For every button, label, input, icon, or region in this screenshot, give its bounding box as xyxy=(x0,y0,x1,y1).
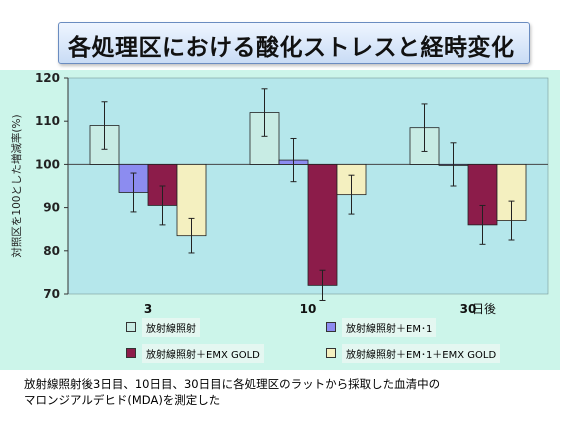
bar-1-0 xyxy=(249,112,280,165)
legend-swatch-2 xyxy=(126,348,136,358)
caption-line-1: 放射線照射後3日目、10日目、30日目に各処理区のラットから採取した血清中の xyxy=(24,377,441,391)
legend-item-0: 放射線照射 xyxy=(126,317,200,337)
legend-label-0: 放射線照射 xyxy=(142,317,200,337)
legend-swatch-1 xyxy=(326,322,336,332)
caption: 放射線照射後3日目、10日目、30日目に各処理区のラットから採取した血清中の マ… xyxy=(24,376,544,408)
bar-1-2 xyxy=(307,164,338,286)
legend-item-1: 放射線照射＋EM･1 xyxy=(326,317,437,337)
y-tick-label-0: 70 xyxy=(43,287,60,301)
legend-label-3: 放射線照射＋EM･1＋EMX GOLD xyxy=(342,343,501,363)
x-tick-label-1: 10 xyxy=(300,302,317,316)
y-tick-label-1: 80 xyxy=(43,244,60,258)
chart-legend: 放射線照射 放射線照射＋EM･1 放射線照射＋EMX GOLD 放射線照射＋EM… xyxy=(126,317,546,370)
slide-title: 各処理区における酸化ストレスと経時変化 xyxy=(68,35,515,61)
legend-label-2: 放射線照射＋EMX GOLD xyxy=(142,343,264,363)
title-bar xyxy=(58,22,530,64)
legend-item-3: 放射線照射＋EM･1＋EMX GOLD xyxy=(326,343,501,363)
legend-label-1: 放射線照射＋EM･1 xyxy=(342,317,437,337)
legend-item-2: 放射線照射＋EMX GOLD xyxy=(126,343,264,363)
y-tick-label-2: 90 xyxy=(43,201,60,215)
x-tick-label-0: 3 xyxy=(144,302,152,316)
x-tick-label-2: 30 xyxy=(460,302,477,316)
caption-line-2: マロンジアルデヒド(MDA)を測定した xyxy=(24,393,221,407)
x-axis-label: 日後 xyxy=(472,302,496,316)
y-tick-label-4: 110 xyxy=(35,114,60,128)
y-axis-label: 対照区を100とした増減率(%) xyxy=(10,114,23,257)
legend-swatch-0 xyxy=(126,322,136,332)
y-tick-label-5: 120 xyxy=(35,71,60,85)
y-tick-label-3: 100 xyxy=(35,157,60,171)
legend-swatch-3 xyxy=(326,348,336,358)
